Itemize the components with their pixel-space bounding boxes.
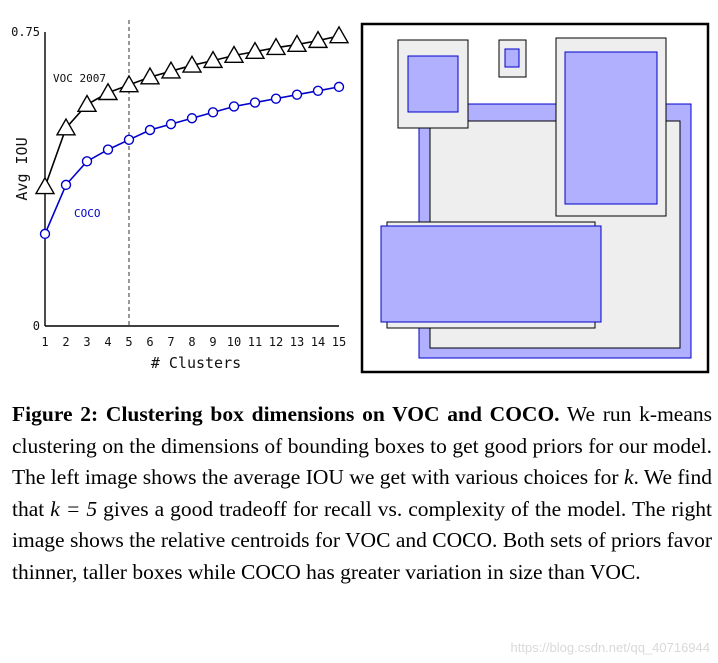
chart-series	[34, 25, 350, 240]
caption-k-equation: k = 5	[50, 496, 98, 521]
coco-data-point	[39, 228, 51, 240]
voc-data-point	[328, 25, 350, 44]
watermark-text: https://blog.csdn.net/qq_40716944	[510, 640, 711, 655]
x-tick-label: 1	[41, 335, 48, 349]
coco-data-point	[333, 81, 345, 93]
voc-data-point	[55, 117, 77, 136]
coco-data-point	[270, 93, 282, 104]
coco-data-point	[207, 107, 219, 118]
x-tick-label: 13	[290, 335, 304, 349]
x-tick-label: 8	[188, 335, 195, 349]
y-tick-label: 0	[33, 319, 40, 333]
voc-data-point	[307, 30, 329, 49]
coco-data-point	[60, 179, 72, 191]
voc-box-small	[498, 39, 527, 78]
caption-body-1: We run k-means clustering on the dimensi…	[12, 402, 713, 489]
voc-data-point	[244, 41, 266, 60]
y-axis-label: Avg IOU	[13, 137, 31, 200]
x-tick-label: 5	[125, 335, 132, 349]
figure-label: Figure 2:	[12, 402, 99, 426]
coco-box-tall	[564, 51, 658, 205]
caption-body-3: gives a good tradeoff for recall vs. com…	[12, 496, 712, 584]
x-tick-label: 11	[248, 335, 262, 349]
coco-data-point	[81, 156, 93, 167]
coco-data-point	[312, 85, 324, 97]
x-tick-label: 10	[227, 335, 241, 349]
x-tick-label: 12	[269, 335, 283, 349]
x-tick-label: 2	[62, 335, 69, 349]
coco-box-wide	[380, 225, 602, 323]
coco-data-point	[291, 89, 303, 100]
x-tick-label: 14	[311, 335, 325, 349]
coco-box-medium	[407, 55, 459, 113]
voc-data-point	[139, 66, 161, 85]
voc-data-point	[97, 82, 119, 101]
coco-data-point	[144, 124, 156, 136]
coco-box-small	[504, 48, 520, 68]
x-tick-label: 7	[167, 335, 174, 349]
voc-data-point	[223, 45, 245, 63]
voc-data-point	[34, 176, 56, 195]
coco-data-point	[186, 113, 198, 124]
voc-data-point	[286, 34, 308, 52]
coco-data-point	[102, 144, 114, 155]
x-axis-label: # Clusters	[151, 354, 241, 372]
coco-data-point	[165, 118, 177, 130]
cluster-centroids-figure	[360, 22, 710, 374]
voc-data-point	[202, 50, 224, 69]
figure-title: Clustering box dimensions on VOC and COC…	[105, 402, 560, 426]
x-tick-label: 3	[83, 335, 90, 349]
voc-data-point	[160, 60, 182, 79]
coco-data-point	[228, 101, 240, 112]
coco-data-point	[123, 134, 135, 146]
y-tick-label: 0.75	[11, 25, 40, 39]
voc-data-point	[76, 94, 98, 112]
x-tick-label: 6	[146, 335, 153, 349]
voc-data-point	[118, 74, 140, 93]
voc-data-point	[265, 37, 287, 56]
coco-data-point	[249, 97, 261, 108]
figure-caption: Figure 2: Clustering box dimensions on V…	[12, 399, 712, 588]
x-tick-label: 9	[209, 335, 216, 349]
caption-body-2: . We find that	[12, 465, 713, 521]
x-tick-label: 15	[332, 335, 346, 349]
voc-data-point	[181, 54, 203, 73]
coco-series-label: COCO	[74, 207, 101, 220]
caption-k-symbol: k	[623, 465, 634, 489]
x-tick-label: 4	[104, 335, 111, 349]
voc-series-label: VOC 2007	[53, 72, 106, 85]
